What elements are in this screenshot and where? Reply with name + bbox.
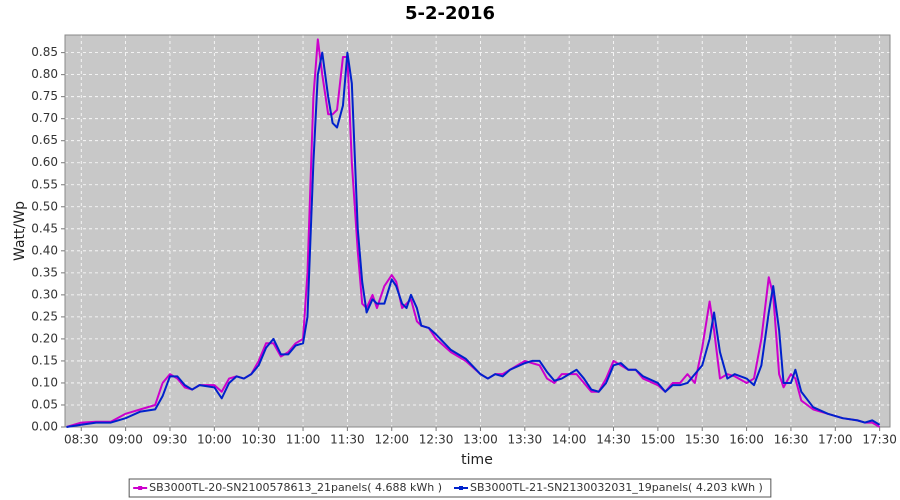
y-tick-label: 0.65 [31, 133, 58, 147]
x-tick-label: 10:00 [197, 433, 232, 447]
x-tick-label: 15:00 [641, 433, 676, 447]
x-tick-label: 11:00 [286, 433, 321, 447]
x-tick-label: 13:30 [508, 433, 543, 447]
legend-label: SB3000TL-21-SN2130032031_19panels( 4.203… [470, 481, 763, 494]
x-tick-label: 16:30 [774, 433, 809, 447]
y-tick-label: 0.25 [31, 309, 58, 323]
series-line [66, 51, 881, 428]
legend-marker [138, 486, 143, 490]
y-tick-label: 0.35 [31, 265, 58, 279]
x-tick-label: 13:00 [463, 433, 498, 447]
y-axis-label: Watt/Wp [12, 201, 28, 261]
x-tick-label: 11:30 [330, 433, 365, 447]
y-tick-label: 0.80 [31, 67, 58, 81]
plot-border [64, 34, 891, 428]
x-tick-label: 14:30 [596, 433, 631, 447]
y-tick-label: 0.30 [31, 287, 58, 301]
x-tick-label: 15:30 [685, 433, 720, 447]
x-tick-label: 09:30 [153, 433, 188, 447]
y-tick-label: 0.75 [31, 89, 58, 103]
y-tick-label: 0.00 [31, 420, 58, 434]
y-tick-label: 0.40 [31, 243, 58, 257]
y-tick-label: 0.10 [31, 375, 58, 389]
x-tick-label: 14:00 [552, 433, 587, 447]
legend-box [128, 478, 772, 498]
x-tick-label: 16:00 [729, 433, 764, 447]
x-tick-label: 12:00 [374, 433, 409, 447]
y-tick-label: 0.60 [31, 155, 58, 169]
x-tick-label: 12:30 [419, 433, 454, 447]
y-tick-label: 0.70 [31, 111, 58, 125]
x-tick-label: 17:30 [862, 433, 897, 447]
x-tick-label: 09:00 [108, 433, 143, 447]
x-axis-label: time [461, 452, 493, 468]
y-tick-label: 0.15 [31, 353, 58, 367]
x-tick-label: 17:00 [818, 433, 853, 447]
y-tick-label: 0.85 [31, 45, 58, 59]
legend-marker [459, 486, 463, 490]
plot-area [65, 35, 890, 427]
legend: SB3000TL-20-SN2100578613_21panels( 4.688… [128, 478, 772, 498]
y-tick-label: 0.50 [31, 199, 58, 213]
x-tick-label: 10:30 [241, 433, 276, 447]
chart-title: 5-2-2016 [405, 3, 495, 24]
legend-label: SB3000TL-20-SN2100578613_21panels( 4.688… [149, 481, 442, 494]
x-tick-label: 08:30 [64, 433, 99, 447]
y-tick-label: 0.05 [31, 397, 58, 411]
y-tick-label: 0.45 [31, 221, 58, 235]
y-tick-label: 0.20 [31, 331, 58, 345]
y-tick-label: 0.55 [31, 177, 58, 191]
